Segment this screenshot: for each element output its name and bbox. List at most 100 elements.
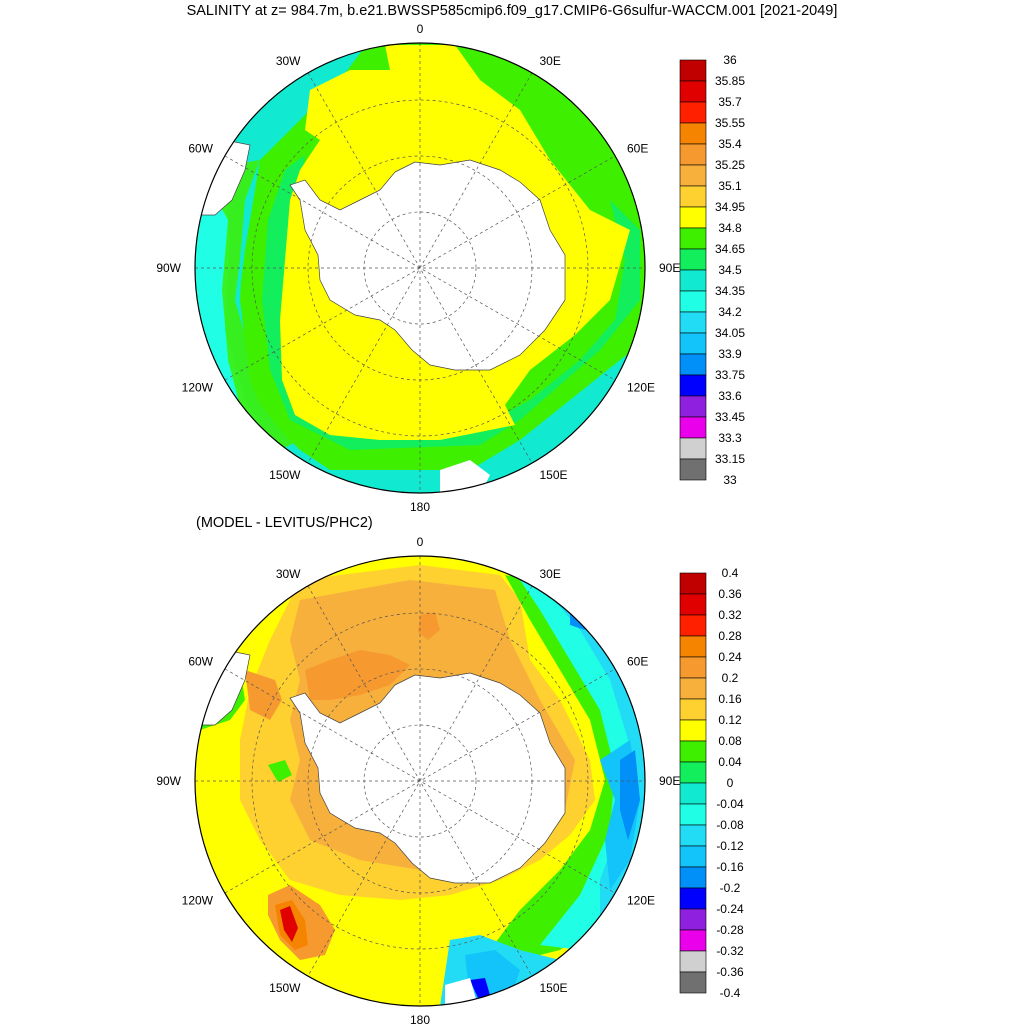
colorbar-label: -0.4 bbox=[720, 986, 741, 1000]
lon-label-120w: 120W bbox=[182, 381, 214, 395]
colorbar-label: 33.15 bbox=[715, 452, 745, 466]
colorbar-label: 0 bbox=[727, 776, 734, 790]
lon-label-60w: 60W bbox=[188, 655, 213, 669]
colorbar-swatch bbox=[679, 635, 707, 658]
colorbar-swatch bbox=[679, 332, 707, 355]
lon-label-120e: 120E bbox=[627, 381, 655, 395]
colorbar-swatch bbox=[679, 59, 707, 82]
colorbar-swatch bbox=[679, 122, 707, 145]
colorbar-swatch bbox=[679, 269, 707, 292]
lon-label-150w: 150W bbox=[269, 468, 301, 482]
difference-lon-labels: 0 30E 60E 90E 120E 150E 180 150W 120W 90W 60W 30W bbox=[156, 535, 680, 1024]
salinity-field bbox=[195, 43, 645, 493]
colorbar-swatch bbox=[679, 614, 707, 637]
lon-label-180: 180 bbox=[410, 1013, 430, 1024]
colorbar-label: 35.4 bbox=[718, 137, 742, 151]
colorbar-swatch bbox=[679, 908, 707, 931]
colorbar-swatch bbox=[679, 227, 707, 250]
colorbar-label: 0.4 bbox=[722, 566, 739, 580]
lon-label-60e: 60E bbox=[627, 655, 648, 669]
lon-label-30e: 30E bbox=[540, 567, 561, 581]
colorbar-label: 34.95 bbox=[715, 200, 745, 214]
salinity-map-border bbox=[194, 42, 646, 494]
colorbar-label: 33.6 bbox=[718, 389, 742, 403]
lon-label-60e: 60E bbox=[627, 142, 648, 156]
colorbar-swatch bbox=[679, 845, 707, 868]
colorbar-swatch bbox=[679, 824, 707, 847]
colorbar-swatch bbox=[679, 248, 707, 271]
colorbar-swatch bbox=[679, 311, 707, 334]
colorbar-label: 0.04 bbox=[718, 755, 742, 769]
colorbar-swatch bbox=[679, 437, 707, 460]
colorbar-label: 0.24 bbox=[718, 650, 742, 664]
colorbar-label: 35.7 bbox=[718, 95, 742, 109]
difference-map: 0 30E 60E 90E 120E 150E 180 150W 120W 90W 60W 30W bbox=[156, 535, 680, 1024]
salinity-lon-labels: 0 30E 60E 90E 120E 150E 180 150W 120W 90W 60W 30W bbox=[156, 22, 680, 514]
colorbar-swatch bbox=[679, 971, 707, 994]
lon-label-150e: 150E bbox=[540, 468, 568, 482]
colorbar-label: 36 bbox=[723, 53, 737, 67]
lon-label-90w: 90W bbox=[156, 774, 181, 788]
colorbar-swatch bbox=[679, 290, 707, 313]
lon-label-90e: 90E bbox=[659, 774, 680, 788]
colorbar-swatch bbox=[679, 206, 707, 229]
colorbar-swatch bbox=[679, 185, 707, 208]
colorbar-swatch bbox=[679, 950, 707, 973]
lon-label-30w: 30W bbox=[276, 567, 301, 581]
colorbar-label: 33.45 bbox=[715, 410, 745, 424]
colorbar-swatch bbox=[679, 866, 707, 889]
lon-label-0: 0 bbox=[417, 22, 424, 36]
colorbar-label: 0.28 bbox=[718, 629, 742, 643]
colorbar-label: 34.5 bbox=[718, 263, 742, 277]
colorbar-label: 35.85 bbox=[715, 74, 745, 88]
colorbar-label: -0.04 bbox=[716, 797, 744, 811]
colorbar-swatch bbox=[679, 677, 707, 700]
colorbar-swatch bbox=[679, 572, 707, 595]
colorbar-label: 0.12 bbox=[718, 713, 742, 727]
colorbar-label: -0.28 bbox=[716, 923, 744, 937]
colorbar-swatch bbox=[679, 887, 707, 910]
colorbar-label: 35.25 bbox=[715, 158, 745, 172]
colorbar-label: 0.32 bbox=[718, 608, 742, 622]
colorbar-label: -0.16 bbox=[716, 860, 744, 874]
colorbar-label: 33.75 bbox=[715, 368, 745, 382]
colorbar-label: -0.2 bbox=[720, 881, 741, 895]
lon-label-150w: 150W bbox=[269, 981, 301, 995]
lon-label-180: 180 bbox=[410, 500, 430, 514]
colorbar-label: 35.1 bbox=[718, 179, 742, 193]
colorbar-swatch bbox=[679, 143, 707, 166]
colorbar-label: 34.65 bbox=[715, 242, 745, 256]
colorbar-swatch bbox=[679, 929, 707, 952]
colorbar-label: 34.05 bbox=[715, 326, 745, 340]
colorbar-label: 33 bbox=[723, 473, 737, 487]
colorbar-label: 33.3 bbox=[718, 431, 742, 445]
lon-label-90e: 90E bbox=[659, 261, 680, 275]
lon-label-0: 0 bbox=[417, 535, 424, 549]
lon-label-120w: 120W bbox=[182, 894, 214, 908]
lon-label-30e: 30E bbox=[540, 54, 561, 68]
colorbar-label: 0.16 bbox=[718, 692, 742, 706]
colorbar-swatch bbox=[679, 761, 707, 784]
colorbar-swatch bbox=[679, 740, 707, 763]
colorbar-label: -0.24 bbox=[716, 902, 744, 916]
colorbar-swatch bbox=[679, 374, 707, 397]
colorbar-label: -0.36 bbox=[716, 965, 744, 979]
lon-label-30w: 30W bbox=[276, 54, 301, 68]
colorbar-label: 33.9 bbox=[718, 347, 742, 361]
lon-label-90w: 90W bbox=[156, 261, 181, 275]
salinity-colorbar: 36 35.85 35.7 35.55 35.4 35.25 35.1 34.95 34.8 34… bbox=[679, 53, 745, 487]
colorbar-label: 0.2 bbox=[722, 671, 739, 685]
page-title: SALINITY at z= 984.7m, b.e21.BWSSP585cmi… bbox=[186, 3, 838, 19]
colorbar-label: 0.08 bbox=[718, 734, 742, 748]
colorbar-swatch bbox=[679, 416, 707, 439]
colorbar-label: 34.35 bbox=[715, 284, 745, 298]
salinity-map: 0 30E 60E 90E 120E 150E 180 150W 120W 90W 60W 30W bbox=[156, 22, 680, 514]
lon-label-150e: 150E bbox=[540, 981, 568, 995]
colorbar-swatch bbox=[679, 782, 707, 805]
colorbar-swatch bbox=[679, 719, 707, 742]
colorbar-label: 35.55 bbox=[715, 116, 745, 130]
colorbar-swatch bbox=[679, 353, 707, 376]
colorbar-label: 0.36 bbox=[718, 587, 742, 601]
difference-map-border bbox=[194, 555, 646, 1007]
difference-colorbar: 0.4 0.36 0.32 0.28 0.24 0.2 0.16 0.12 0.08 0.04 0 -… bbox=[679, 566, 744, 1000]
